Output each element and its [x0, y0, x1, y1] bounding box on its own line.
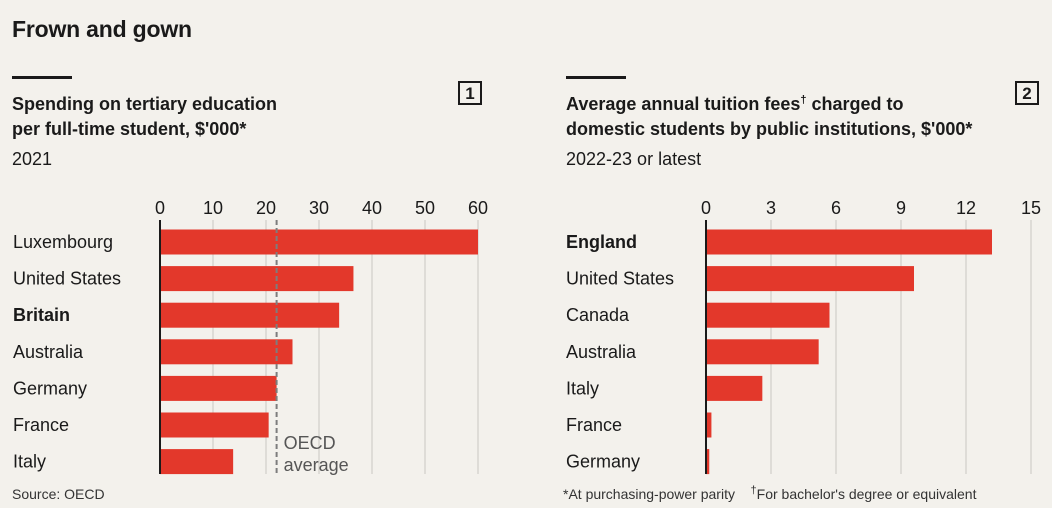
panel-rule [12, 76, 72, 79]
category-label: Italy [566, 378, 599, 398]
category-label: United States [13, 269, 121, 289]
source-note: Source: OECD [12, 486, 105, 502]
chart-title: Average annual tuition fees† charged to … [566, 92, 972, 142]
category-label: Australia [13, 342, 84, 362]
x-tick-label: 6 [831, 198, 841, 218]
footnote-bachelor: For bachelor's degree or equivalent [756, 486, 977, 502]
bar-italy [160, 449, 234, 475]
x-tick-label: 40 [362, 198, 382, 218]
category-label: Canada [566, 305, 630, 325]
chart-number-badge: 1 [458, 81, 482, 105]
x-tick-label: 10 [203, 198, 223, 218]
x-tick-label: 0 [701, 198, 711, 218]
dagger-mark: † [750, 484, 757, 497]
bar-italy [706, 375, 763, 401]
bar-germany [160, 375, 277, 401]
category-label: France [13, 415, 69, 435]
category-label: France [566, 415, 622, 435]
x-tick-label: 0 [155, 198, 165, 218]
x-tick-label: 12 [956, 198, 976, 218]
bar-australia [706, 339, 819, 365]
bar-france [160, 412, 269, 438]
bar-britain [160, 302, 340, 328]
category-label: Australia [566, 342, 637, 362]
chart-title-line-1: Average annual tuition fees† charged to [566, 92, 972, 117]
footnote: *At purchasing-power parity †For bachelo… [563, 484, 977, 502]
x-tick-label: 3 [766, 198, 776, 218]
chart-panel-tuition: 2 Average annual tuition fees† charged t… [553, 0, 1052, 508]
chart-panel-spending: 1 Spending on tertiary education per ful… [0, 0, 500, 508]
chart-title-line-2: domestic students by public institutions… [566, 119, 973, 139]
category-label: Germany [13, 378, 87, 398]
bar-chart-tuition: 0 3 6 9 12 15 England United States Canada Austra… [566, 198, 1041, 475]
category-label: Luxembourg [13, 232, 113, 252]
oecd-average-label: OECD [284, 433, 336, 453]
category-label: Britain [13, 305, 70, 325]
chart-title-text: Average annual tuition fees [566, 94, 801, 114]
category-label: Italy [13, 452, 46, 472]
chart-title-line-1: Spending on tertiary education [12, 94, 278, 114]
category-label: England [566, 232, 637, 252]
chart-title-line-2: per full-time student, $'000* [12, 119, 247, 139]
x-tick-label: 9 [896, 198, 906, 218]
x-tick-label: 20 [256, 198, 276, 218]
chart-number-badge: 2 [1015, 81, 1039, 105]
page-title: Frown and gown [12, 16, 192, 42]
category-label: United States [566, 269, 674, 289]
x-tick-label: 30 [309, 198, 329, 218]
chart-title-suffix: charged to [806, 94, 904, 114]
x-tick-label: 15 [1021, 198, 1041, 218]
chart-subtitle: 2022-23 or latest [566, 149, 702, 169]
oecd-average-label: average [284, 455, 349, 475]
dagger-mark: † [800, 94, 807, 106]
bar-germany [706, 449, 710, 475]
chart-subtitle: 2021 [12, 149, 53, 169]
bar-chart-spending: 0 10 20 30 40 50 60 Luxembourg United States Brit… [13, 198, 488, 475]
bar-luxembourg [160, 229, 478, 255]
chart-title: Spending on tertiary education per full-… [12, 92, 277, 142]
category-label: Germany [566, 452, 640, 472]
bar-france [706, 412, 712, 438]
bar-england [706, 229, 992, 255]
bar-united-states [160, 266, 354, 292]
bar-united-states [706, 266, 914, 292]
footnote-ppp: *At purchasing-power parity [563, 486, 735, 502]
panel-rule [566, 76, 626, 79]
bar-australia [160, 339, 293, 365]
x-tick-label: 50 [415, 198, 435, 218]
bar-canada [706, 302, 830, 328]
x-tick-label: 60 [468, 198, 488, 218]
